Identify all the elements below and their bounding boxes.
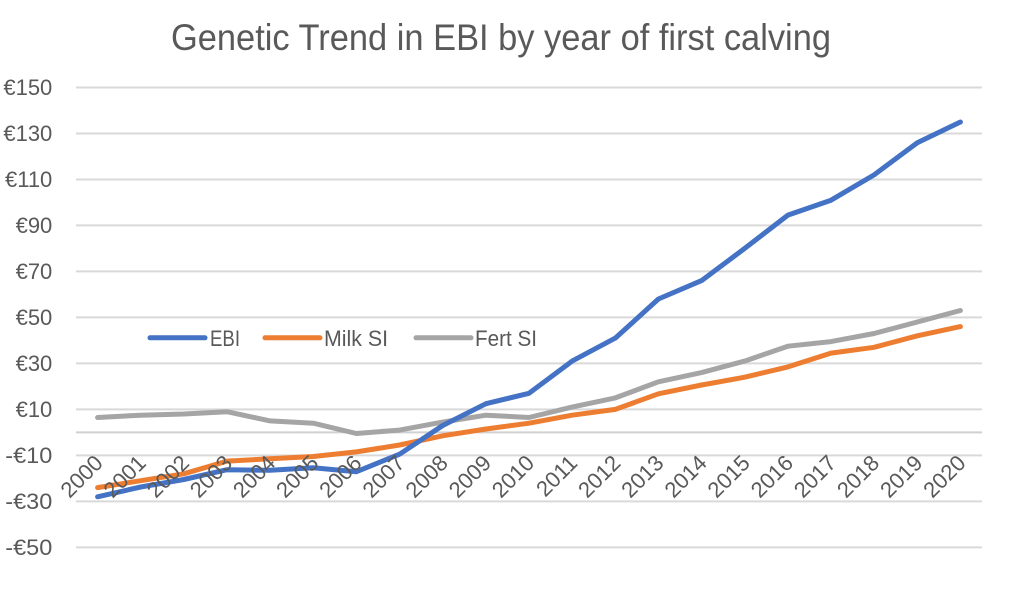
svg-text:€30: €30 <box>16 351 53 376</box>
svg-text:Milk SI: Milk SI <box>324 326 388 351</box>
svg-text:€70: €70 <box>16 259 53 284</box>
svg-text:€50: €50 <box>16 305 53 330</box>
svg-text:-€30: -€30 <box>5 489 52 514</box>
svg-text:-€10: -€10 <box>5 443 52 468</box>
svg-text:€10: €10 <box>16 397 53 422</box>
svg-text:€110: €110 <box>5 167 52 192</box>
svg-text:€150: €150 <box>3 75 52 100</box>
svg-text:-€50: -€50 <box>5 535 52 560</box>
svg-text:Fert SI: Fert SI <box>475 326 537 351</box>
svg-text:€90: €90 <box>16 213 53 238</box>
svg-text:Genetic Trend in EBI by year o: Genetic Trend in EBI by year of first ca… <box>171 17 831 58</box>
svg-text:EBI: EBI <box>210 326 240 351</box>
svg-text:€130: €130 <box>3 121 52 146</box>
